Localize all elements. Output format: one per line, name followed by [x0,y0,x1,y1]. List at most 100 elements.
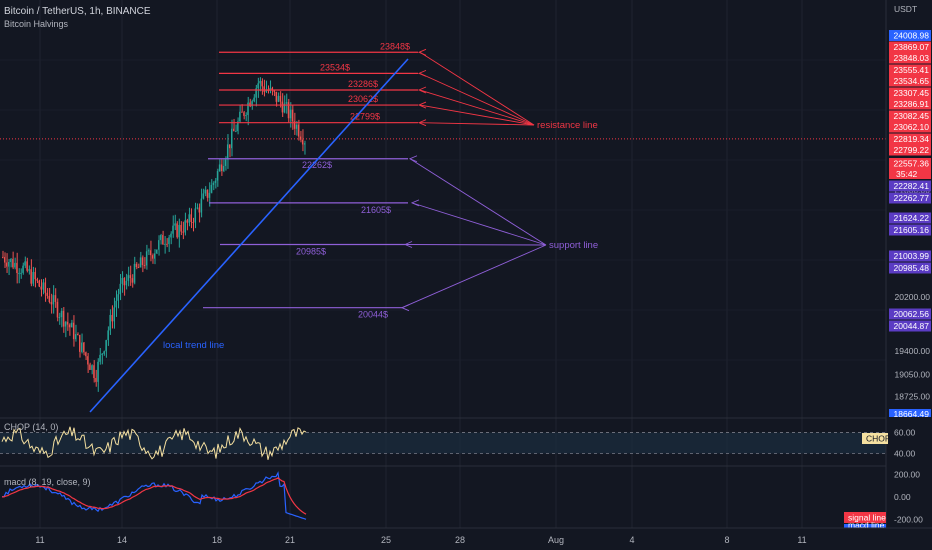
trend-line-group [89,58,409,413]
macd-pane: macd (8, 19, close, 9) [1,471,307,520]
candle-body [160,235,162,241]
support-arrowhead [408,155,418,163]
candle-body [22,265,24,273]
candle-body [301,139,304,145]
price-badge [889,192,931,204]
candle-body [261,80,263,87]
candle-body [81,342,83,352]
price-badge [889,30,931,41]
candle-body [74,334,77,340]
candle-body [233,128,235,132]
candle-body [293,121,296,129]
candle-body [85,352,87,357]
resistance-level-label: 23286$ [348,79,378,89]
resistance-level-label: 22799$ [350,112,380,122]
candle-body [216,171,219,181]
candle-body [117,294,119,301]
candle-body [16,262,18,273]
time-axis[interactable]: 11 14 18 21 25 28 Aug 4 8 11 [0,527,932,550]
candle-body [184,220,186,233]
symbol-title[interactable]: Bitcoin / TetherUS, 1h, BINANCE [4,6,151,17]
candle-body [151,255,154,259]
macd-tick-label: 200.00 [894,470,920,480]
price-badge-label: 24008.98 [894,31,930,41]
candle-body [218,164,221,172]
candle-body [273,90,275,92]
candle-body [192,222,194,224]
price-badge [889,158,931,169]
candle-body [44,282,46,293]
candle-body [121,277,123,284]
candle-body [194,208,196,223]
signal-line [2,477,307,515]
candle-body [125,280,128,286]
candle-body [285,102,288,104]
candle-body [198,207,201,213]
time-tick-label: 11 [797,535,806,545]
candle-body [54,295,57,302]
support-arrowhead [403,241,413,248]
candle-body [204,189,207,194]
resistance-arrow [419,89,535,126]
price-badge [889,110,931,122]
chop-tick-label: 40.00 [894,449,916,459]
candle-body [170,233,172,238]
candle-body [28,269,30,271]
candle-body [91,365,93,370]
candle-body [190,214,192,223]
candle-body [212,182,215,185]
resistance-level-label: 23062$ [348,94,378,104]
candle-body [62,310,65,327]
candle-body [123,277,126,286]
price-badge-label: 22282.41 [894,181,930,191]
candle-body [239,111,241,122]
candle-body [79,334,81,352]
candle-body [277,95,280,102]
candle-body [145,251,148,266]
candle-body [243,112,245,116]
candle-body [109,314,111,331]
chop-title: CHOP (14, 0) [4,422,58,432]
candle-body [275,91,278,102]
candle-body [127,275,130,281]
candle-body [48,295,51,303]
macd-line [1,471,307,520]
candle-body [103,351,105,354]
resistance-annotation: resistance line [537,120,598,131]
candle-body [111,314,113,322]
candle-body [83,342,85,353]
price-badge-label: 20985.48 [894,263,930,273]
resistance-arrowhead [417,48,427,56]
price-badge [889,121,931,133]
candle-body [135,263,138,268]
time-tick-label: 21 [285,535,295,545]
candle-body [129,275,132,279]
candle-body [137,267,140,269]
price-badge-label: 23555.41 [894,65,930,75]
time-tick-label: 25 [381,535,391,545]
price-tick-label: 19400.00 [895,346,931,356]
candle-body [224,159,227,166]
candle-body [255,88,257,98]
candle-body [24,261,26,266]
candle-body [263,86,265,92]
price-badge [889,144,931,156]
indicator-title[interactable]: Bitcoin Halvings [4,19,69,29]
candle-body [14,262,16,268]
candle-body [180,224,182,232]
price-axis[interactable]: USDT21800.0020600.0020200.0019800.001940… [844,0,932,550]
support-arrow [401,244,547,309]
resistance-arrow [419,104,535,126]
chop-pane: CHOP (14, 0) [0,422,886,460]
resistance-arrowhead [417,69,427,77]
candle-body [10,258,12,263]
price-badge-label: 20044.87 [894,321,930,331]
candle-body [253,97,255,102]
candle-body [174,223,176,226]
candle-body [265,89,267,92]
candle-body [113,307,115,322]
price-badge-label: 22557.36 [894,159,930,169]
candle-body [172,225,174,234]
candle-body [295,124,298,129]
